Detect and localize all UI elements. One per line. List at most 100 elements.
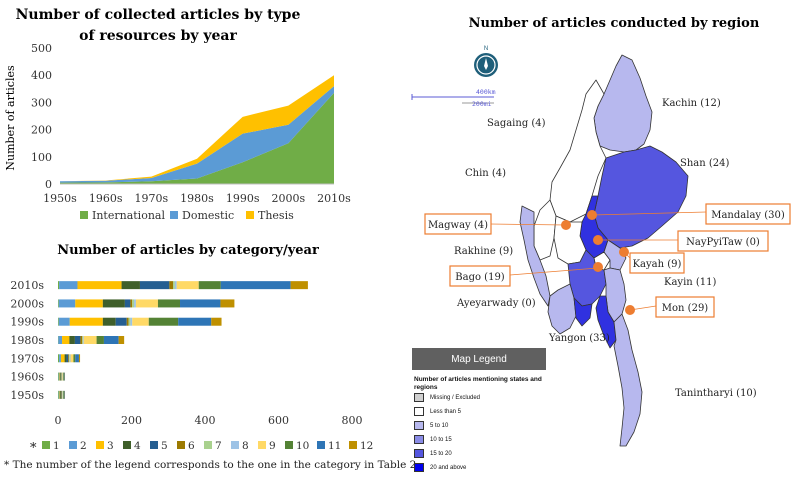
label-magway: Magway (4) xyxy=(428,220,488,231)
area-xtick-label: 1960s xyxy=(89,192,123,205)
bar-category-label: 1990s xyxy=(10,316,44,329)
bar-segment-6 xyxy=(169,281,174,290)
bar-chart: Number of articles by category/year 2010… xyxy=(10,243,373,456)
bar-segment-5 xyxy=(74,336,81,344)
bar-segment-8 xyxy=(134,299,136,308)
map-title: Number of articles conducted by region xyxy=(469,16,760,31)
bar-segment-2 xyxy=(59,281,78,290)
label-mon: Mon (29) xyxy=(662,303,709,314)
bar-segment-4 xyxy=(60,372,61,381)
label-naypyitaw: NayPyiTaw (0) xyxy=(686,237,760,248)
area-plot: 0 100 200 300 400 500 1950s 1960s 1970s 1980s 1990… xyxy=(31,42,351,205)
bar-legend-swatch xyxy=(204,441,212,449)
bar-legend-label: 5 xyxy=(161,440,168,452)
map-legend-item: Missing / Excluded xyxy=(414,393,480,402)
bar-segment-8 xyxy=(82,336,84,344)
bar-legend-label: 6 xyxy=(188,440,195,452)
region-chin xyxy=(533,199,557,261)
bar-segment-1 xyxy=(58,390,59,399)
area-series-international xyxy=(60,92,334,184)
bar-segment-2 xyxy=(58,299,76,308)
area-ytick-label: 200 xyxy=(31,124,52,137)
area-legend-swatch xyxy=(170,211,178,219)
label-kachin: Kachin (12) xyxy=(662,98,721,109)
bar-category-label: 1960s xyxy=(10,371,44,384)
map-legend-label: 5 to 10 xyxy=(430,422,449,429)
bar-legend-label: 1 xyxy=(53,440,60,452)
svg-text:N: N xyxy=(484,46,488,52)
map-legend-subtitle: Number of articles mentioning states and… xyxy=(414,376,542,391)
bar-segment-2 xyxy=(58,372,60,381)
bar-legend-label: 3 xyxy=(107,440,114,452)
bar-segment-4 xyxy=(64,354,67,363)
bar-legend-swatch xyxy=(231,441,239,449)
bar-legend-label: 8 xyxy=(242,440,249,452)
bar-segment-4 xyxy=(69,336,75,344)
bar-legend-swatch xyxy=(42,441,50,449)
bar-segment-4 xyxy=(102,317,116,326)
bar-category-label: 1950s xyxy=(10,389,44,402)
bar-legend-swatch xyxy=(285,441,293,449)
area-ytick-label: 100 xyxy=(31,151,52,164)
region-sagaing xyxy=(549,79,607,223)
bar-segment-5 xyxy=(124,299,131,308)
area-xtick-label: 1980s xyxy=(180,192,214,205)
region-mon xyxy=(595,295,617,349)
area-xtick-label: 2000s xyxy=(272,192,306,205)
region-map: Number of articles conducted by region N… xyxy=(411,16,791,447)
area-legend-swatch xyxy=(246,211,254,219)
bar-segment-7 xyxy=(173,281,175,290)
bar-segment-12 xyxy=(290,281,308,290)
area-ytick-label: 500 xyxy=(31,42,52,55)
bar-legend-label: 4 xyxy=(134,440,141,452)
area-series-thesis xyxy=(60,75,334,182)
bar-legend-label: 7 xyxy=(215,440,222,452)
bar-legend-swatch xyxy=(69,441,77,449)
area-ytick-label: 300 xyxy=(31,96,52,109)
map-legend-item: Less than 5 xyxy=(414,407,461,416)
map-legend-swatch xyxy=(414,407,424,416)
area-ytick-label: 0 xyxy=(45,178,52,191)
bar-segment-7 xyxy=(69,354,70,363)
bar-segment-5 xyxy=(115,317,127,326)
bar-segment-11 xyxy=(220,281,291,290)
area-series-domestic xyxy=(60,86,334,183)
area-xtick-label: 1970s xyxy=(135,192,169,205)
bar-segment-1 xyxy=(58,354,60,363)
bar-segment-12 xyxy=(220,299,235,308)
bar-xtick-label: 0 xyxy=(55,414,62,427)
bar-category-label: 1970s xyxy=(10,352,44,365)
bar-segment-11 xyxy=(103,336,119,344)
region-tanintharyi xyxy=(613,313,643,447)
bar-segment-11 xyxy=(63,390,65,399)
bar-legend-label: 11 xyxy=(328,440,341,452)
map-legend-label: 20 and above xyxy=(430,464,467,471)
bar-segment-6 xyxy=(130,299,133,308)
bar-segment-10 xyxy=(148,317,179,326)
bar-segment-9 xyxy=(70,354,74,363)
bar-legend-swatch xyxy=(349,441,357,449)
bar-segment-12 xyxy=(211,317,222,326)
bar-legend-swatch xyxy=(150,441,158,449)
scale-mi-label: 200mi xyxy=(472,100,492,108)
bar-segment-10 xyxy=(63,390,64,399)
label-ayeyarwady: Ayeyarwady (0) xyxy=(456,298,536,309)
region-shan xyxy=(593,145,689,249)
bar-segment-11 xyxy=(75,354,79,363)
map-legend-item: 15 to 20 xyxy=(414,449,452,458)
bar-segment-12 xyxy=(78,354,81,363)
bar-category-label: 2010s xyxy=(10,279,44,292)
bar-segment-3 xyxy=(60,354,65,363)
bar-segment-8 xyxy=(69,354,71,363)
bar-legend-swatch xyxy=(317,441,325,449)
map-legend-item: 5 to 10 xyxy=(414,421,448,430)
bar-segment-1 xyxy=(58,299,59,308)
bar-segment-9 xyxy=(132,317,149,326)
region-yangon xyxy=(573,297,593,327)
bar-legend: * 1 2 3 4 5 6 7 8 9 10 11 12 xyxy=(30,440,373,456)
marker-mandalay xyxy=(587,210,597,220)
area-chart: Number of collected articles by type of … xyxy=(4,7,351,222)
bar-segment-9 xyxy=(62,372,64,381)
bar-segment-10 xyxy=(96,336,104,344)
area-legend-label: International xyxy=(92,209,165,222)
